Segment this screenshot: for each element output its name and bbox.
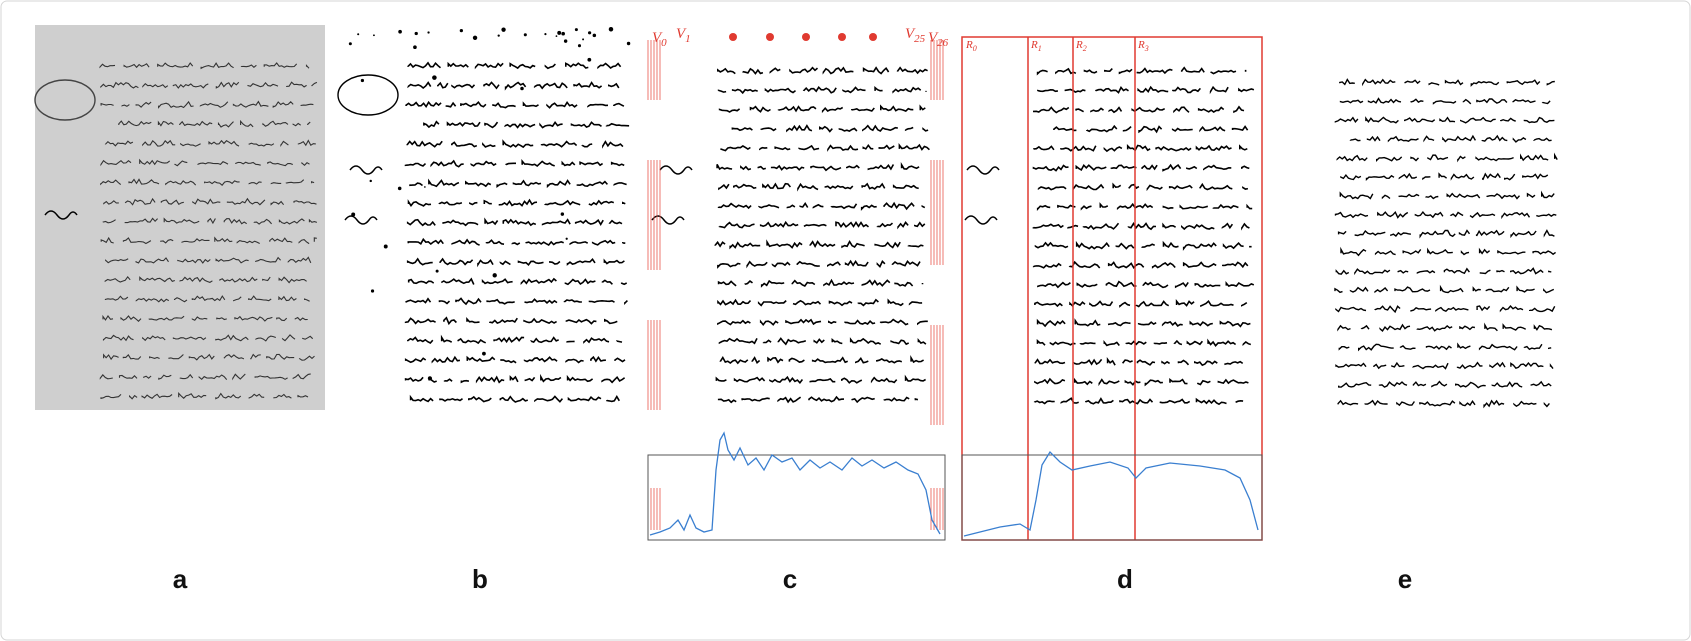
- noise-dot: [544, 33, 546, 35]
- noise-dot: [561, 212, 564, 215]
- marker-dot: [766, 33, 774, 41]
- noise-dot: [501, 28, 505, 32]
- noise-dot: [578, 44, 581, 47]
- marker-dot: [838, 33, 846, 41]
- noise-dot: [427, 31, 429, 33]
- noise-dot: [415, 32, 418, 35]
- noise-dot: [566, 238, 568, 240]
- noise-dot: [524, 33, 527, 36]
- noise-dot: [398, 30, 402, 34]
- noise-dot: [582, 38, 584, 40]
- noise-dot: [557, 31, 561, 35]
- noise-dot: [520, 87, 524, 91]
- noise-dot: [432, 75, 437, 80]
- noise-dot: [357, 33, 359, 35]
- noise-dot: [556, 35, 558, 37]
- noise-dot: [627, 42, 630, 45]
- noise-dot: [575, 28, 578, 31]
- noise-dot: [493, 273, 497, 277]
- noise-dot: [373, 34, 375, 36]
- noise-dot: [498, 34, 500, 36]
- marker-dot: [869, 33, 877, 41]
- noise-dot: [482, 352, 486, 356]
- noise-dot: [561, 32, 565, 36]
- noise-dot: [473, 36, 477, 40]
- noise-dot: [371, 289, 374, 292]
- noise-dot: [593, 34, 597, 38]
- panel-label: c: [783, 564, 797, 594]
- figure: a b c d e V0 V1 V25 V26 R0 R1 R2 R3: [0, 0, 1691, 641]
- panel-label: a: [173, 564, 188, 594]
- noise-dot: [428, 376, 432, 380]
- noise-dot: [436, 270, 439, 273]
- noise-dot: [349, 42, 352, 45]
- noise-dot: [384, 245, 388, 249]
- noise-dot: [564, 39, 567, 42]
- panel-label: d: [1117, 564, 1133, 594]
- panel-label: b: [472, 564, 488, 594]
- panel-label: e: [1398, 564, 1412, 594]
- noise-dot: [413, 45, 417, 49]
- noise-dot: [587, 58, 591, 62]
- noise-dot: [398, 187, 402, 191]
- noise-dot: [361, 79, 364, 82]
- noise-dot: [351, 213, 355, 217]
- noise-dot: [609, 27, 613, 31]
- noise-dot: [588, 31, 591, 34]
- noise-dot: [460, 29, 463, 32]
- noise-dot: [370, 180, 372, 182]
- noise-dot: [424, 186, 426, 188]
- marker-dot: [802, 33, 810, 41]
- marker-dot: [729, 33, 737, 41]
